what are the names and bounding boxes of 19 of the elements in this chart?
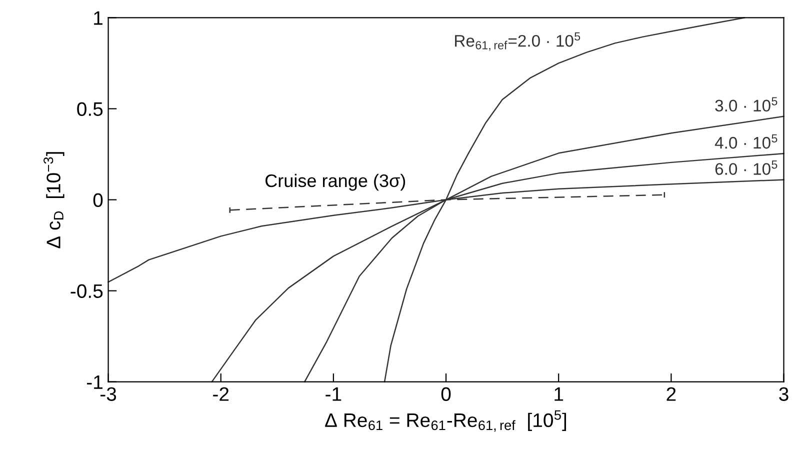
y-tick-label: 0 [93, 193, 103, 207]
series-label: 6.0 · 10$^{5}$ [715, 160, 778, 175]
x-tick-label: 0 [441, 387, 451, 401]
y-tick-label: 0.5 [77, 102, 103, 116]
x-tick-label: -2 [213, 387, 229, 401]
x-tick-label: -3 [100, 387, 116, 401]
series-label: Cruise range (3σ) [266, 174, 406, 191]
y-axis-title: Δ c$_{D}$ [10$^{−3}$] [44, 152, 64, 248]
y-tick-label: -1 [86, 375, 102, 389]
series-label: 3.0 · 10$^{5}$ [715, 97, 778, 112]
series-label: 4.0 · 10$^{5}$ [714, 134, 778, 149]
text: Δ Re$_{61}$ = Re$_{61}$-Re$_{61,ref}$ [10$^{5}$] [325, 410, 566, 432]
x-tick-label: -1 [326, 387, 342, 401]
x-tick-label: 2 [666, 387, 676, 401]
series-label: Re$_{61,ref}$=2.0 · 10$^{5}$ [455, 32, 580, 51]
y-tick-label: -0.5 [70, 284, 103, 298]
x-tick-label: 3 [779, 387, 788, 401]
y-tick-label: 1 [94, 11, 102, 25]
x-tick-label: 1 [554, 387, 564, 401]
